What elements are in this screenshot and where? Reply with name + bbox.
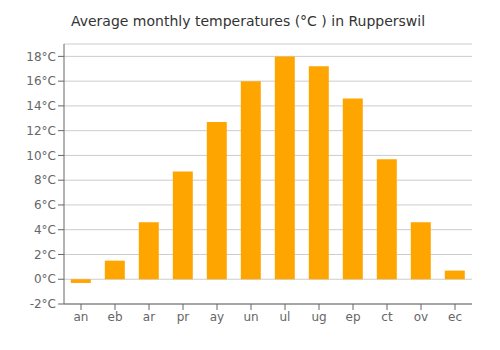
- svg-text:un: un: [243, 310, 258, 324]
- svg-text:-2°C: -2°C: [30, 297, 56, 311]
- svg-text:pr: pr: [177, 310, 190, 324]
- svg-text:an: an: [74, 310, 89, 324]
- svg-text:ul: ul: [280, 310, 291, 324]
- svg-text:eb: eb: [108, 310, 123, 324]
- svg-text:12°C: 12°C: [26, 124, 56, 138]
- svg-text:ec: ec: [448, 310, 462, 324]
- svg-text:14°C: 14°C: [26, 99, 56, 113]
- svg-text:ep: ep: [346, 310, 361, 324]
- svg-text:6°C: 6°C: [34, 198, 56, 212]
- svg-text:16°C: 16°C: [26, 74, 56, 88]
- svg-text:4°C: 4°C: [34, 223, 56, 237]
- svg-text:10°C: 10°C: [26, 149, 56, 163]
- svg-text:8°C: 8°C: [34, 173, 56, 187]
- svg-text:ar: ar: [143, 310, 155, 324]
- svg-text:18°C: 18°C: [26, 50, 56, 64]
- svg-text:ug: ug: [311, 310, 326, 324]
- html-text:Average monthly temperatures (: Average monthly temperatures (°C ) in Ru…: [70, 13, 426, 29]
- svg-text:2°C: 2°C: [34, 248, 56, 262]
- svg-text:ct: ct: [381, 310, 393, 324]
- svg-text:ov: ov: [414, 310, 428, 324]
- svg-text:0°C: 0°C: [34, 272, 56, 286]
- svg-text:ay: ay: [210, 310, 224, 324]
